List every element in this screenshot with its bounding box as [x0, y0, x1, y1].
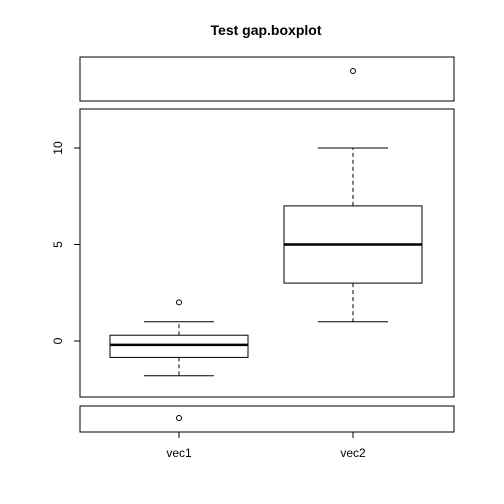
main-panel — [79, 108, 455, 398]
outlier-vec1-1 — [176, 415, 182, 421]
box-group-vec2 — [283, 68, 423, 323]
y-axis: 0 5 10 — [51, 141, 80, 344]
x-axis: vec1 vec2 — [166, 432, 366, 460]
y-tick-label-0: 0 — [51, 337, 65, 344]
y-tick-label-5: 5 — [51, 241, 65, 248]
boxes — [109, 68, 423, 421]
outlier-vec2-0 — [350, 68, 356, 74]
box-vec1 — [109, 334, 249, 358]
chart-title: Test gap.boxplot — [211, 22, 322, 38]
bottom-gap-panel — [79, 405, 455, 433]
x-tick-label-vec2: vec2 — [340, 446, 366, 460]
y-tick-label-10: 10 — [51, 141, 65, 155]
outlier-vec1-0 — [176, 299, 182, 306]
top-gap-panel — [79, 56, 455, 102]
box-group-vec1 — [109, 299, 249, 421]
x-tick-label-vec1: vec1 — [166, 446, 192, 460]
